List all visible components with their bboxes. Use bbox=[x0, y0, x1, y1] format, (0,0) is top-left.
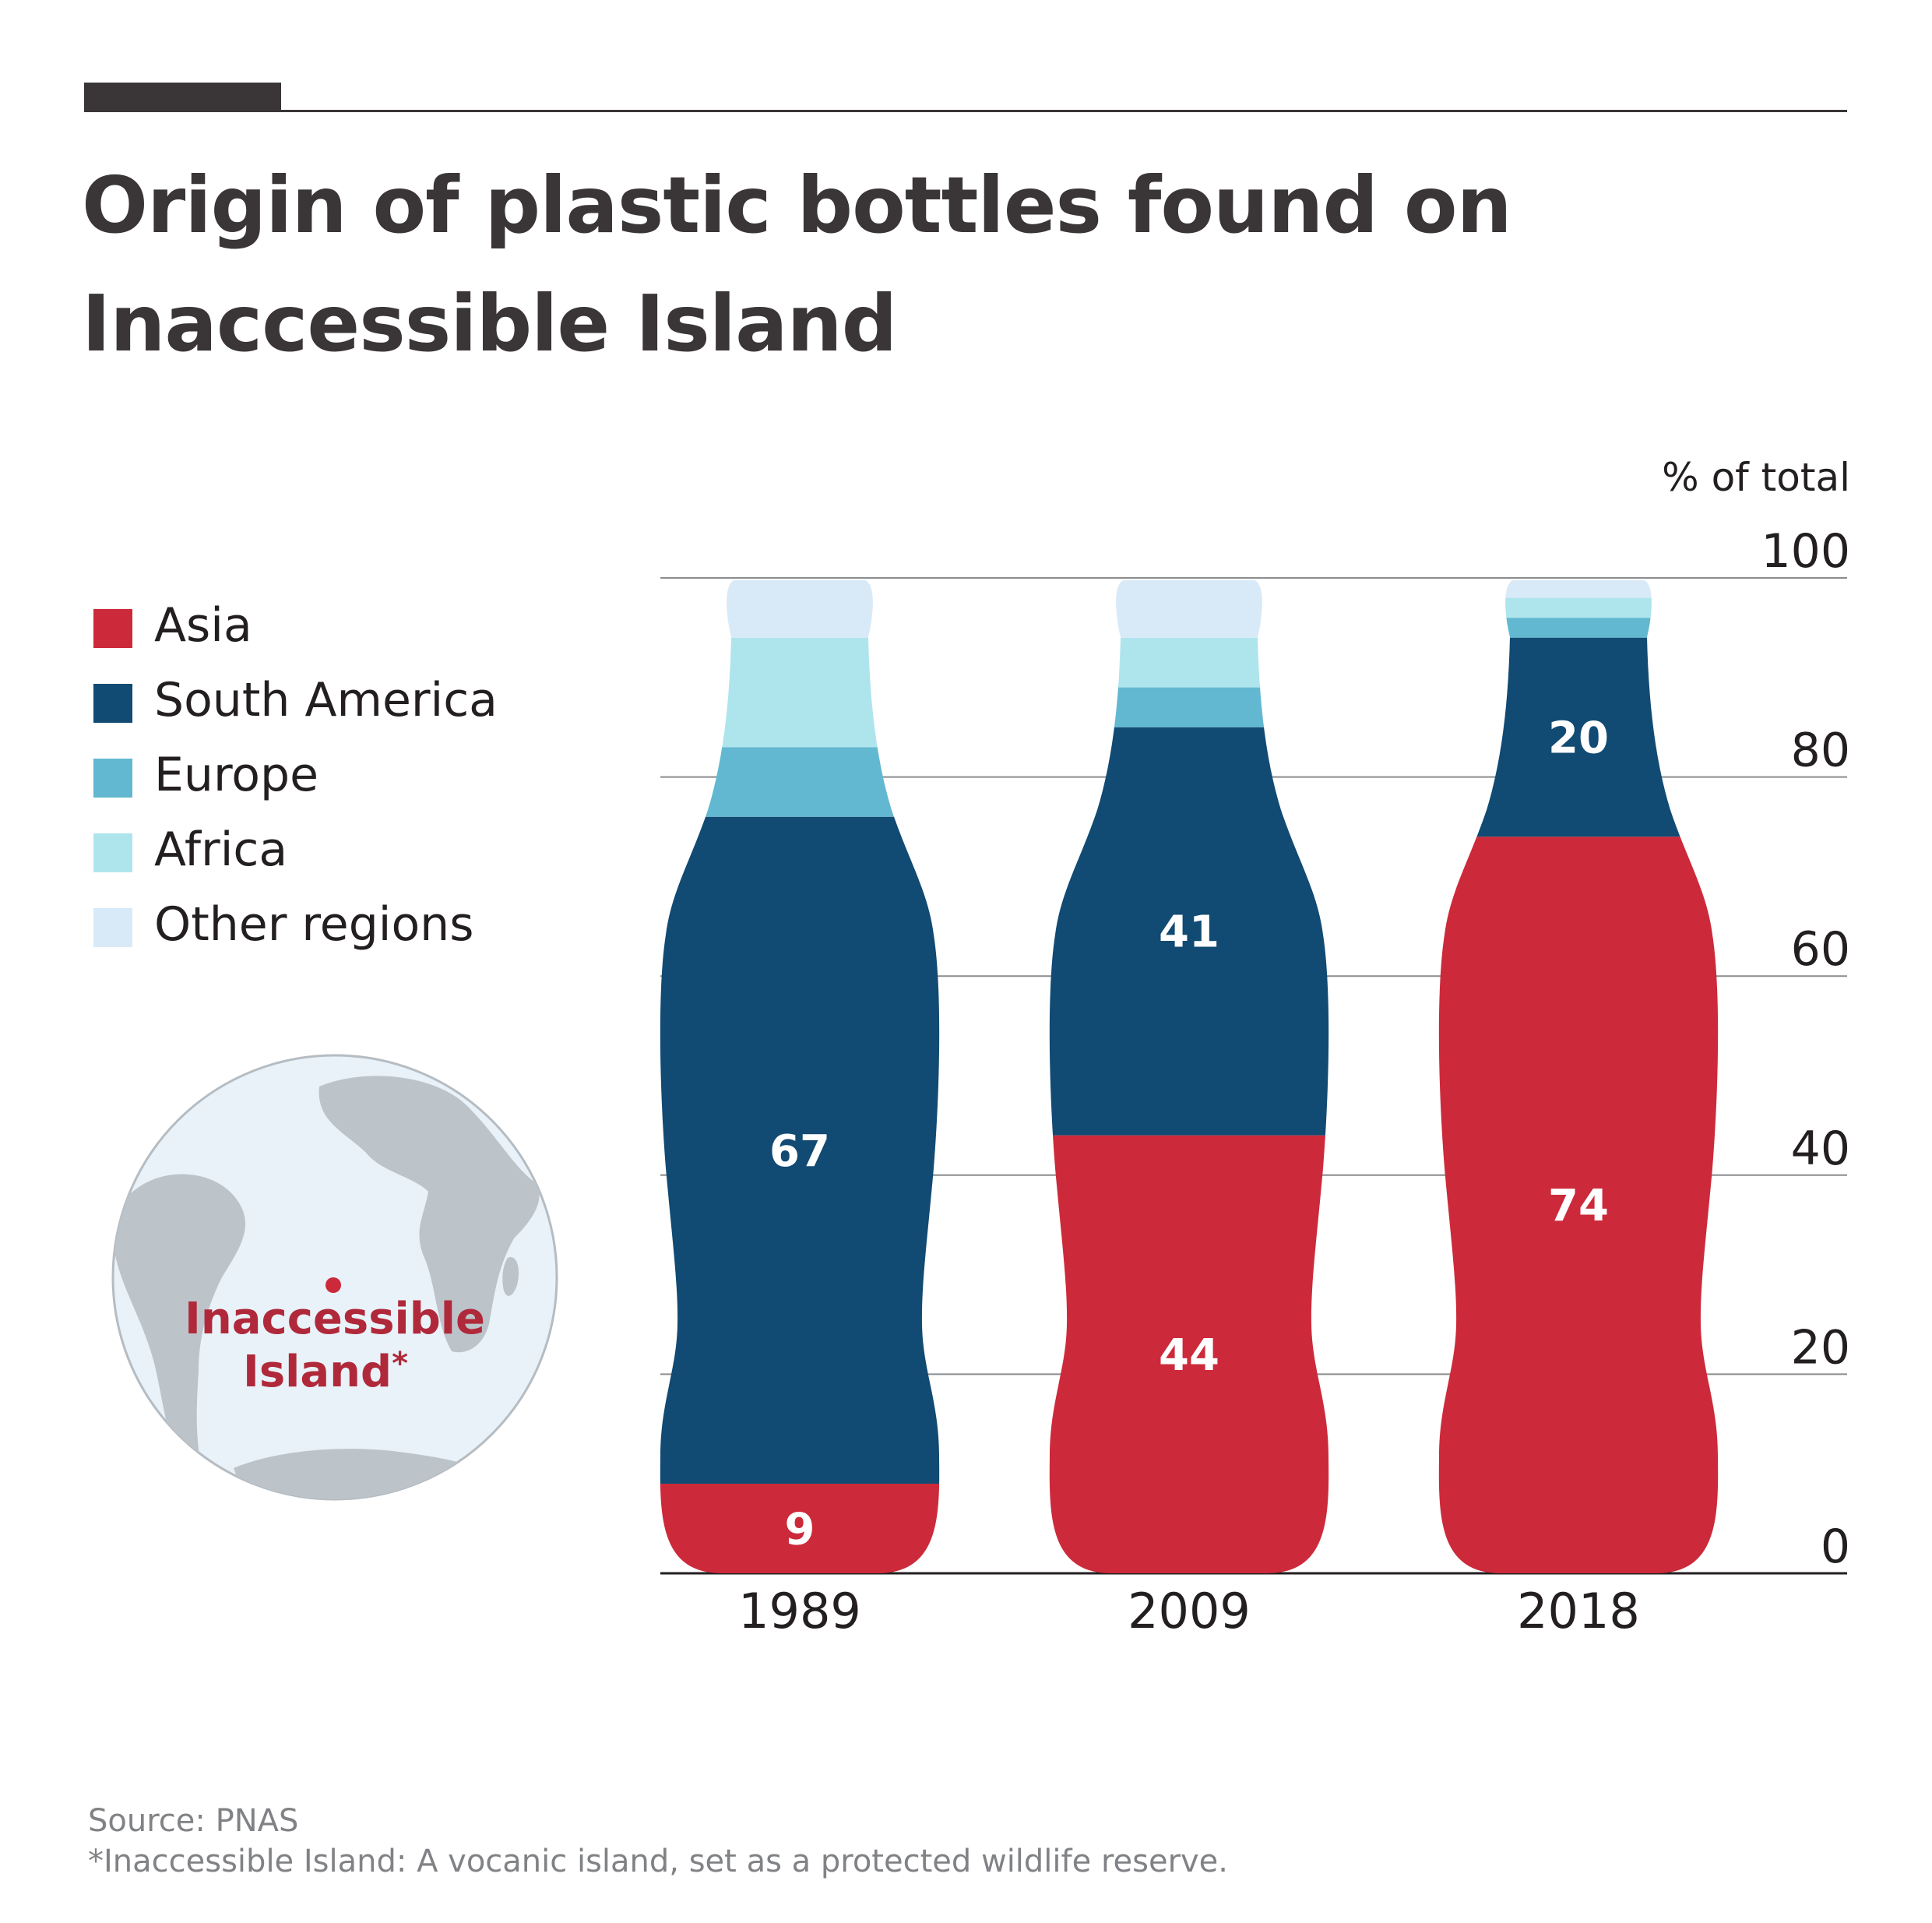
y-tick-label: 0 bbox=[1821, 1520, 1850, 1574]
bar-segment-europe-2009 bbox=[1049, 687, 1329, 727]
x-tick-labels: 1989 2009 2018 bbox=[738, 1583, 1640, 1639]
y-tick-label: 100 bbox=[1761, 524, 1850, 579]
map-label-asterisk: * bbox=[392, 1346, 408, 1382]
bar-segment-other-regions-2018 bbox=[1438, 580, 1719, 598]
y-tick-label: 60 bbox=[1791, 922, 1850, 977]
data-label-south-america-1989: 67 bbox=[769, 1126, 830, 1177]
data-label-asia-1989: 9 bbox=[785, 1504, 815, 1555]
bar-segment-africa-2018 bbox=[1438, 597, 1719, 618]
antarctica-landmass bbox=[234, 1449, 506, 1499]
bar-segment-other-regions-1989 bbox=[660, 580, 940, 638]
bar-segment-other-regions-2009 bbox=[1049, 580, 1329, 638]
source-note: Source: PNAS bbox=[88, 1803, 299, 1839]
legend-label: Africa bbox=[154, 822, 288, 877]
header-rule bbox=[84, 110, 1847, 112]
south-america-landmass bbox=[113, 1174, 245, 1484]
map-label-line-1: Inaccessible bbox=[185, 1294, 485, 1344]
legend-label: Europe bbox=[154, 748, 318, 802]
bar-segment-africa-2009 bbox=[1049, 637, 1329, 688]
x-tick-label-2018: 2018 bbox=[1517, 1583, 1640, 1639]
bar-segment-africa-1989 bbox=[660, 637, 940, 748]
data-label-south-america-2018: 20 bbox=[1548, 713, 1609, 763]
legend-swatch bbox=[93, 833, 132, 872]
data-label-asia-2018: 74 bbox=[1548, 1181, 1609, 1231]
legend-swatch bbox=[93, 908, 132, 947]
map-label-line-2: Island* bbox=[243, 1346, 408, 1397]
bar-segment-asia-2009 bbox=[1049, 1135, 1329, 1573]
y-tick-label: 40 bbox=[1791, 1122, 1850, 1176]
y-tick-labels: 0 20 40 60 80 100 bbox=[1761, 524, 1850, 1574]
y-tick-label: 20 bbox=[1791, 1320, 1850, 1375]
legend-swatch bbox=[93, 609, 132, 648]
legend-label: Other regions bbox=[154, 897, 474, 952]
inaccessible-island-marker bbox=[326, 1277, 341, 1293]
bar-segment-asia-2018 bbox=[1438, 836, 1719, 1573]
map-label-island: Island bbox=[243, 1347, 392, 1397]
bar-segment-europe-1989 bbox=[660, 747, 940, 817]
chart-title: Origin of plastic bottles found on Inacc… bbox=[82, 160, 1512, 369]
legend-label: South America bbox=[154, 673, 498, 727]
footnote: *Inaccessible Island: A vocanic island, … bbox=[88, 1844, 1229, 1879]
legend-swatch bbox=[93, 759, 132, 798]
header-accent-bar bbox=[84, 83, 281, 112]
legend-swatch bbox=[93, 684, 132, 723]
y-axis-label: % of total bbox=[1662, 455, 1850, 500]
y-tick-label: 80 bbox=[1791, 724, 1850, 778]
data-label-asia-2009: 44 bbox=[1159, 1330, 1219, 1381]
x-tick-label-1989: 1989 bbox=[738, 1583, 861, 1639]
bar-segment-europe-2018 bbox=[1438, 618, 1719, 638]
bottle-1989 bbox=[660, 580, 940, 1573]
bar-segment-asia-1989 bbox=[660, 1483, 940, 1573]
x-tick-label-2009: 2009 bbox=[1128, 1583, 1251, 1639]
legend-label: Asia bbox=[154, 598, 252, 653]
segment-labels: 9 67 44 41 74 20 bbox=[769, 713, 1609, 1555]
globe-map: Inaccessible Island* bbox=[111, 1054, 558, 1501]
madagascar-landmass bbox=[502, 1257, 519, 1296]
bottle-2009 bbox=[1049, 580, 1329, 1573]
bar-segment-south-america-1989 bbox=[660, 816, 940, 1484]
africa-landmass bbox=[318, 1076, 540, 1353]
data-label-south-america-2009: 41 bbox=[1159, 907, 1219, 958]
